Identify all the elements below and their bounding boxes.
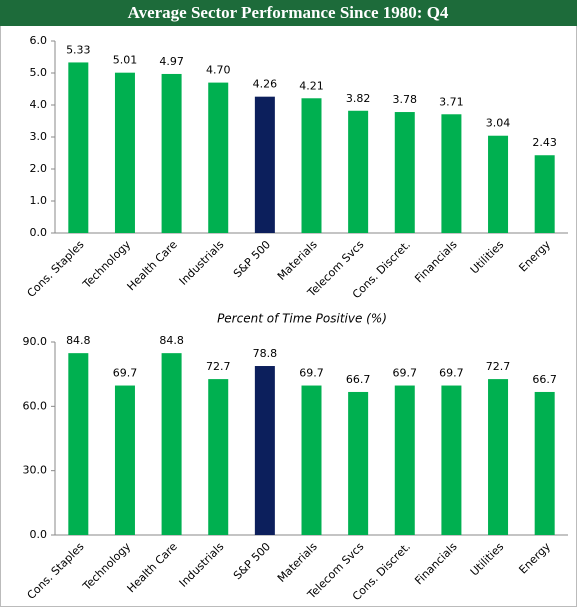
- bar: [208, 379, 229, 535]
- data-label: 69.7: [439, 367, 464, 380]
- bar: [114, 385, 135, 535]
- bar: [161, 73, 182, 234]
- y-tick-label: 6.0: [30, 34, 48, 47]
- bar: [394, 385, 415, 535]
- data-label: 84.8: [66, 334, 91, 347]
- data-label: 72.7: [486, 360, 511, 373]
- bar: [534, 391, 555, 535]
- data-label: 66.7: [346, 373, 371, 386]
- data-label: 2.43: [532, 136, 557, 149]
- data-label: 3.71: [439, 95, 464, 108]
- data-label: 3.82: [346, 92, 371, 105]
- data-label: 66.7: [532, 373, 557, 386]
- bar: [161, 353, 182, 535]
- data-label: 3.04: [486, 117, 511, 130]
- data-label: 72.7: [206, 360, 231, 373]
- data-label: 69.7: [299, 367, 324, 380]
- bar: [254, 366, 275, 535]
- data-label: 4.26: [253, 78, 278, 91]
- data-label: 78.8: [253, 347, 278, 360]
- data-label: 69.7: [113, 367, 138, 380]
- bar: [394, 112, 415, 233]
- y-tick-label: 4.0: [30, 98, 48, 111]
- data-label: 69.7: [393, 367, 418, 380]
- data-label: 4.21: [299, 79, 324, 92]
- bar: [114, 72, 135, 234]
- y-tick-label: 3.0: [30, 130, 48, 143]
- bar: [68, 62, 89, 233]
- bar: [441, 385, 462, 535]
- bar: [488, 379, 509, 535]
- data-label: 84.8: [159, 334, 184, 347]
- y-tick-label: 2.0: [30, 162, 48, 175]
- data-label: 5.33: [66, 43, 91, 56]
- y-tick-label: 60.0: [23, 399, 48, 412]
- bar: [208, 82, 229, 233]
- bar: [68, 353, 89, 535]
- chart-title: Average Sector Performance Since 1980: Q…: [128, 3, 449, 22]
- data-label: 5.01: [113, 54, 138, 67]
- bar: [488, 135, 509, 233]
- bar: [348, 391, 369, 535]
- bar: [301, 385, 322, 535]
- y-tick-label: 0.0: [30, 226, 48, 239]
- y-tick-label: 0.0: [30, 528, 48, 541]
- data-label: 3.78: [393, 93, 418, 106]
- data-label: 4.97: [159, 55, 184, 68]
- y-tick-label: 1.0: [30, 194, 48, 207]
- bar: [348, 110, 369, 233]
- y-tick-label: 5.0: [30, 66, 48, 79]
- y-tick-label: 90.0: [23, 335, 48, 348]
- data-label: 4.70: [206, 64, 231, 77]
- chart-subtitle: Percent of Time Positive (%): [217, 312, 387, 326]
- bar: [301, 98, 322, 233]
- title-banner: [0, 0, 577, 26]
- y-tick-label: 30.0: [23, 464, 48, 477]
- bar: [534, 155, 555, 233]
- bar: [441, 114, 462, 233]
- bar: [254, 96, 275, 234]
